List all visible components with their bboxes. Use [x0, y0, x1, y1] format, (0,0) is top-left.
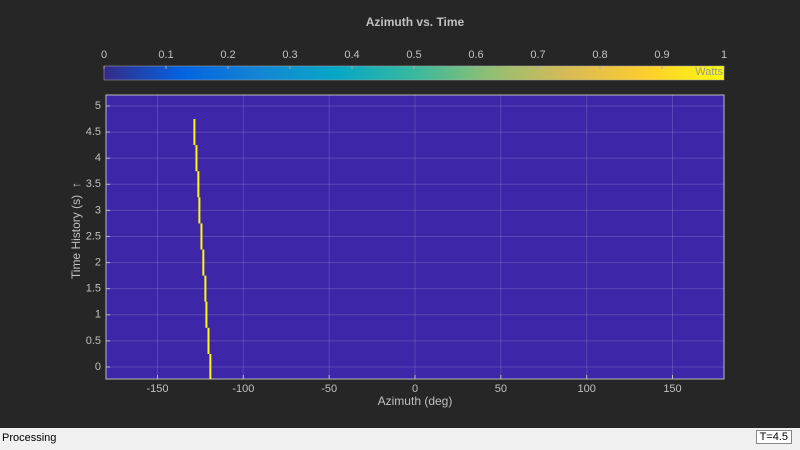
chart: Azimuth vs. Time Azimuth (deg) Time Hist… — [69, 15, 727, 408]
y-tick-label: 4 — [95, 152, 101, 164]
trace-segment — [195, 145, 198, 172]
colorbar-tick-label: 0.3 — [282, 49, 297, 61]
x-tick-label: 0 — [412, 383, 418, 395]
x-tick-label: -100 — [232, 383, 254, 395]
x-tick-label: 100 — [577, 383, 595, 395]
trace-segment — [205, 301, 208, 328]
y-tick-label: 5 — [95, 100, 101, 112]
colorbar-tick-label: 0 — [101, 49, 107, 61]
colorbar-tick-label: 0.1 — [158, 49, 173, 61]
colorbar-tick-label: 0.4 — [344, 49, 359, 61]
trace-segment — [198, 197, 201, 224]
x-tick-label: 50 — [495, 383, 507, 395]
y-tick-label: 2 — [95, 256, 101, 268]
time-indicator: T=4.5 — [755, 430, 792, 444]
trace-segment — [204, 275, 207, 302]
colorbar-tick-label: 0.7 — [530, 49, 545, 61]
colorbar-tick-label: 0.6 — [468, 49, 483, 61]
colorbar-tick-label: 0.2 — [220, 49, 235, 61]
trace-segment — [207, 327, 210, 354]
y-tick-label: 1 — [95, 309, 101, 321]
x-tick-label: 150 — [663, 383, 681, 395]
y-tick-label: 2.5 — [86, 230, 101, 242]
trace-segment — [202, 249, 205, 276]
y-tick-label: 3 — [95, 204, 101, 216]
y-tick-label: 3.5 — [86, 178, 101, 190]
trace-segment — [197, 171, 200, 198]
x-tick-label: -50 — [321, 383, 337, 395]
y-tick-label: 0.5 — [86, 335, 101, 347]
colorbar-tick-label: 1 — [721, 49, 727, 61]
trace-segment — [200, 223, 203, 250]
colorbar-tick-label: 0.5 — [406, 49, 421, 61]
x-tick-label: -150 — [146, 383, 168, 395]
colorbar-tick-label: 0.8 — [592, 49, 607, 61]
chart-title: Azimuth vs. Time — [366, 15, 465, 29]
trace-segment — [209, 353, 212, 379]
y-tick-label: 4.5 — [86, 126, 101, 138]
x-axis-label: Azimuth (deg) — [378, 394, 453, 408]
y-tick-label: 0 — [95, 361, 101, 373]
trace-segment — [193, 119, 196, 146]
colorbar-label: Watts — [695, 66, 723, 78]
y-axis-label: Time History (s) — [69, 195, 83, 279]
y-axis-arrow: ↑ — [69, 182, 83, 188]
y-tick-label: 1.5 — [86, 283, 101, 295]
colorbar-tick-label: 0.9 — [654, 49, 669, 61]
status-bar: Processing T=4.5 — [0, 428, 800, 450]
status-text: Processing — [2, 432, 57, 444]
